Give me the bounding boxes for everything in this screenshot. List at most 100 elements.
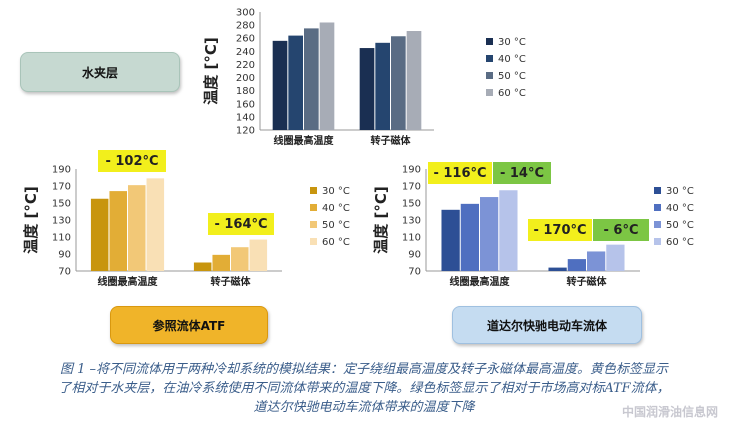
chart1-category-label: 转子磁体 <box>371 134 412 147</box>
chart3-ytick: 190 <box>402 165 421 176</box>
badge-daimler-winding: - 116°C <box>428 162 492 184</box>
chart1-ytick: 220 <box>236 60 255 71</box>
chart3-legend-label: 50 °C <box>666 220 694 231</box>
daimler-fluid-label: 道达尔快驰电动车流体 <box>452 306 642 344</box>
chart2-ytick: 150 <box>52 199 71 210</box>
chart2-ytick: 170 <box>52 182 71 193</box>
chart3-bar-0-1 <box>460 203 479 271</box>
chart1-bar-0-0 <box>272 40 288 130</box>
chart2-legend-label: 40 °C <box>322 203 350 214</box>
caption-line-1: 图 1 –将不同流体用于两种冷却系统的模拟结果：定子绕组最高温度及转子永磁体最高… <box>59 362 669 377</box>
chart3-ytick: 170 <box>402 182 421 193</box>
chart3-legend-swatch <box>654 238 661 245</box>
chart2-legend-label: 30 °C <box>322 186 350 197</box>
chart2-legend-swatch <box>310 204 317 211</box>
chart3-legend-label: 40 °C <box>666 203 694 214</box>
chart1-ytick: 200 <box>236 73 255 84</box>
chart1-legend-swatch <box>486 72 493 79</box>
chart2-bar-0-3 <box>146 178 165 271</box>
chart1-bar-0-1 <box>288 35 303 130</box>
badge-daimler-winding-green: - 14°C <box>493 162 551 184</box>
chart1-ytick: 280 <box>236 21 255 32</box>
figure-caption: 图 1 –将不同流体用于两种冷却系统的模拟结果：定子绕组最高温度及转子永磁体最高… <box>6 360 722 417</box>
badge-ref-winding: - 102°C <box>98 150 166 172</box>
chart2-ytick: 130 <box>52 216 71 227</box>
chart3-bar-1-0 <box>548 267 567 271</box>
chart3-ytick: 150 <box>402 199 421 210</box>
chart3-category-label: 转子磁体 <box>567 275 608 288</box>
chart1-legend-swatch <box>486 89 493 96</box>
chart3-ytick: 110 <box>402 233 421 244</box>
chart2-ytick: 190 <box>52 165 71 176</box>
water-jacket-label: 水夹层 <box>20 52 180 92</box>
chart2-legend-label: 60 °C <box>322 237 350 248</box>
chart-water-jacket: 120 140 160 180 200 220 240 260 280 300 温度 [°C] 线圈最… <box>196 0 526 160</box>
chart2-bar-1-3 <box>249 239 268 271</box>
chart2-ytick: 110 <box>52 233 71 244</box>
chart1-ytick: 180 <box>236 86 255 97</box>
chart3-bar-1-2 <box>587 251 606 271</box>
caption-line-2: 了相对于水夹层，在油冷系统使用不同流体带来的温度下降。绿色标签显示了相对于市场高… <box>58 381 670 396</box>
chart1-ytick: 240 <box>236 47 255 58</box>
chart2-category-label: 线圈最高温度 <box>98 275 159 288</box>
chart2-legend-swatch <box>310 221 317 228</box>
chart1-bar-0-2 <box>304 28 319 131</box>
chart1-legend-swatch <box>486 38 493 45</box>
chart2-bar-0-0 <box>90 198 109 271</box>
chart2-legend-swatch <box>310 187 317 194</box>
chart3-ylabel: 温度 [°C] <box>372 186 390 253</box>
chart1-ytick: 160 <box>236 99 255 110</box>
chart1-ylabel: 温度 [°C] <box>202 37 220 104</box>
chart1-bar-1-1 <box>375 42 390 130</box>
chart1-legend-label: 60 °C <box>498 88 526 99</box>
chart1-bar-1-2 <box>391 36 406 130</box>
chart2-bar-0-1 <box>109 191 127 271</box>
chart3-ytick: 90 <box>408 250 421 261</box>
watermark: 中国润滑油信息网 <box>621 405 718 419</box>
chart2-category-label: 转子磁体 <box>211 275 252 288</box>
chart2-bar-0-2 <box>128 185 146 271</box>
chart3-legend-label: 60 °C <box>666 237 694 248</box>
chart2-bar-1-1 <box>212 254 230 271</box>
caption-line-3: 道达尔快驰电动车流体带来的温度下降 <box>253 400 475 415</box>
chart3-legend-label: 30 °C <box>666 186 694 197</box>
chart2-legend-swatch <box>310 238 317 245</box>
chart-reference-atf-svg: 70 90 110 130 150 170 190 温度 [°C] 线圈最高温度 转子磁体 30 °… <box>22 165 350 289</box>
chart3-ytick: 70 <box>408 267 421 278</box>
chart2-ytick: 70 <box>58 267 71 278</box>
chart-daimler-fluid: 70 90 110 130 150 170 190 温度 [°C] 线圈最高温度 转子磁体 30 °… <box>370 150 700 300</box>
badge-daimler-rotor: - 170°C <box>528 219 592 241</box>
chart3-bar-0-0 <box>441 209 460 271</box>
chart1-bar-0-3 <box>319 22 335 130</box>
chart1-legend-label: 40 °C <box>498 54 526 65</box>
badge-daimler-rotor-green: - 6°C <box>593 219 649 241</box>
chart2-ylabel: 温度 [°C] <box>22 186 40 253</box>
chart3-category-label: 线圈最高温度 <box>450 275 511 288</box>
chart-reference-atf: 70 90 110 130 150 170 190 温度 [°C] 线圈最高温度 转子磁体 30 °… <box>20 150 350 300</box>
chart1-ytick: 260 <box>236 34 255 45</box>
badge-ref-rotor: - 164°C <box>208 213 274 235</box>
chart1-legend-swatch <box>486 55 493 62</box>
chart3-ytick: 130 <box>402 216 421 227</box>
chart2-ytick: 90 <box>58 250 71 261</box>
chart2-bar-1-2 <box>231 247 249 271</box>
chart1-legend-label: 30 °C <box>498 37 526 48</box>
chart3-bar-0-2 <box>480 197 499 271</box>
chart3-bar-1-1 <box>567 259 586 271</box>
chart3-legend-swatch <box>654 187 661 194</box>
chart1-legend-label: 50 °C <box>498 71 526 82</box>
chart3-bar-0-3 <box>499 190 518 271</box>
chart2-bar-1-0 <box>193 262 212 271</box>
chart1-category-label: 线圈最高温度 <box>274 134 335 147</box>
chart3-legend-swatch <box>654 204 661 211</box>
chart1-bar-1-0 <box>359 48 375 130</box>
chart-daimler-fluid-svg: 70 90 110 130 150 170 190 温度 [°C] 线圈最高温度 转子磁体 30 °… <box>372 165 694 289</box>
chart1-ytick: 300 <box>236 8 255 19</box>
chart3-bar-1-3 <box>606 244 625 271</box>
chart1-ytick: 120 <box>236 126 255 137</box>
reference-fluid-label: 参照流体ATF <box>110 306 268 344</box>
chart-water-jacket-svg: 120 140 160 180 200 220 240 260 280 300 温度 [°C] 线圈最… <box>202 8 526 148</box>
chart1-bar-1-3 <box>406 31 422 131</box>
chart3-legend-swatch <box>654 221 661 228</box>
chart1-ytick: 140 <box>236 112 255 123</box>
